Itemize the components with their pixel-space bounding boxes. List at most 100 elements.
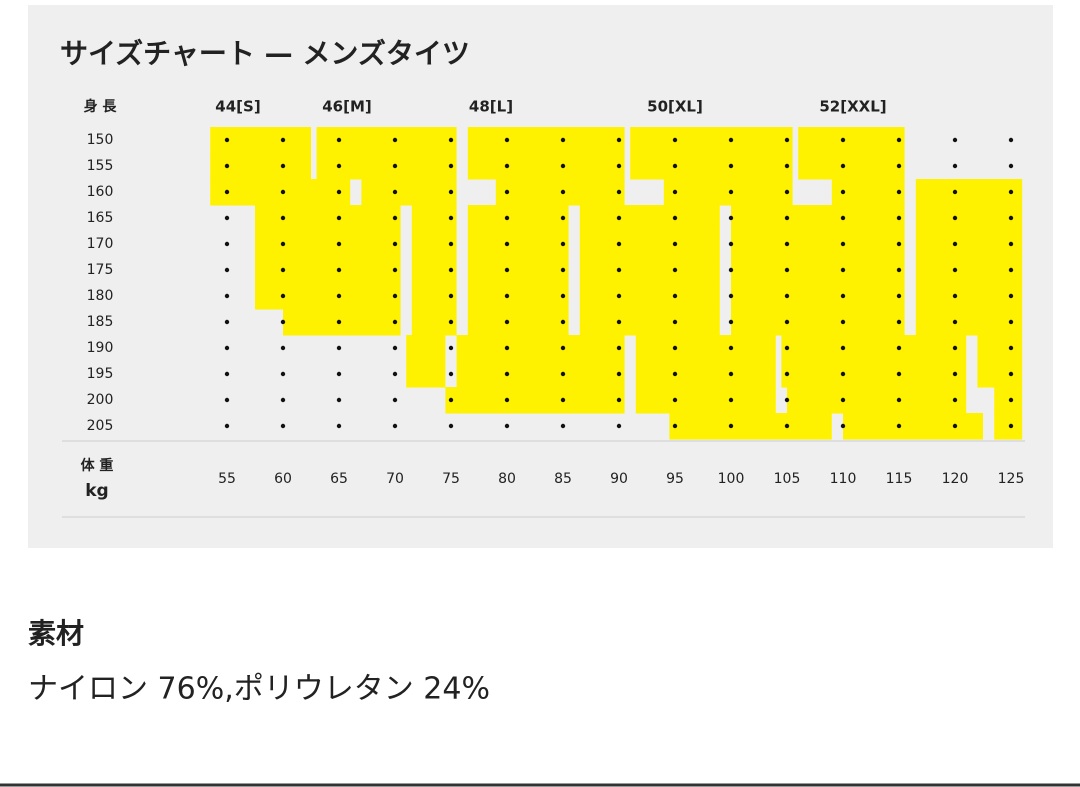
grid-dot (560, 423, 566, 429)
chart-title: サイズチャート — メンズタイツ (60, 37, 470, 70)
size-region (467, 309, 569, 336)
grid-dot (504, 163, 510, 169)
grid-dot (336, 189, 342, 195)
grid-dot (560, 397, 566, 403)
height-label: 身 長 (84, 98, 118, 115)
grid-dot (560, 293, 566, 299)
grid-dot (336, 267, 342, 273)
weight-value: 90 (610, 471, 628, 487)
grid-dot (728, 241, 734, 247)
grid-dot (224, 267, 230, 273)
grid-dot (952, 163, 958, 169)
grid-dot (1008, 241, 1014, 247)
grid-dot (392, 423, 398, 429)
grid-dot (392, 345, 398, 351)
grid-dot (280, 423, 286, 429)
grid-dot (448, 215, 454, 221)
grid-dot (952, 319, 958, 325)
grid-dot (280, 137, 286, 143)
grid-dot (560, 163, 566, 169)
grid-dot (952, 397, 958, 403)
size-region (579, 257, 720, 284)
size-region (255, 283, 401, 310)
grid-dot (560, 189, 566, 195)
grid-dot (840, 241, 846, 247)
grid-dot (616, 215, 622, 221)
grid-dot (840, 371, 846, 377)
grid-dot (336, 345, 342, 351)
grid-dot (560, 267, 566, 273)
height-value: 185 (87, 314, 114, 330)
grid-dot (336, 241, 342, 247)
grid-dot (504, 423, 510, 429)
grid-dot (784, 163, 790, 169)
weight-value: 85 (554, 471, 572, 487)
grid-dot (784, 423, 790, 429)
grid-dot (280, 163, 286, 169)
size-region (467, 283, 569, 310)
size-region (361, 179, 457, 206)
grid-dot (392, 215, 398, 221)
grid-dot (504, 371, 510, 377)
grid-dot (336, 293, 342, 299)
size-label: 46[M] (322, 98, 372, 116)
grid-dot (616, 371, 622, 377)
grid-dot (952, 215, 958, 221)
grid-dot (840, 293, 846, 299)
grid-dot (952, 267, 958, 273)
size-region (210, 179, 351, 206)
height-value: 150 (87, 132, 114, 148)
size-region (915, 257, 1023, 284)
size-region (731, 231, 905, 258)
grid-dot (560, 345, 566, 351)
material-heading: 素材 (28, 617, 84, 650)
grid-dot (504, 215, 510, 221)
height-value: 190 (87, 340, 114, 356)
grid-dot (896, 241, 902, 247)
grid-dot (616, 423, 622, 429)
height-value: 170 (87, 236, 114, 252)
weight-value: 95 (666, 471, 684, 487)
size-region (977, 361, 1023, 388)
grid-dot (448, 293, 454, 299)
size-region (798, 153, 905, 180)
grid-dot (896, 163, 902, 169)
size-label: 48[L] (469, 98, 513, 116)
grid-dot (672, 267, 678, 273)
size-region (630, 153, 793, 180)
size-region (915, 231, 1023, 258)
grid-dot (896, 137, 902, 143)
weight-value: 70 (386, 471, 404, 487)
height-value: 180 (87, 288, 114, 304)
size-region (669, 413, 832, 440)
weight-value: 105 (774, 471, 801, 487)
grid-dot (616, 397, 622, 403)
grid-dot (952, 293, 958, 299)
grid-dot (280, 397, 286, 403)
grid-dot (896, 371, 902, 377)
weight-value: 60 (274, 471, 292, 487)
grid-dot (224, 293, 230, 299)
grid-dot (784, 345, 790, 351)
size-region (467, 257, 569, 284)
grid-dot (672, 319, 678, 325)
size-region (467, 153, 625, 180)
grid-dot (672, 163, 678, 169)
grid-dot (1008, 163, 1014, 169)
grid-dot (784, 137, 790, 143)
size-region (787, 387, 967, 414)
weight-value: 55 (218, 471, 236, 487)
grid-dot (280, 345, 286, 351)
grid-dot (784, 267, 790, 273)
size-region (635, 335, 776, 362)
grid-dot (448, 319, 454, 325)
size-region (579, 309, 720, 336)
grid-dot (392, 293, 398, 299)
size-region (994, 387, 1023, 414)
grid-dot (336, 163, 342, 169)
weight-value: 80 (498, 471, 516, 487)
weight-value: 125 (998, 471, 1025, 487)
grid-dot (448, 423, 454, 429)
weight-value: 115 (886, 471, 913, 487)
height-value: 160 (87, 184, 114, 200)
